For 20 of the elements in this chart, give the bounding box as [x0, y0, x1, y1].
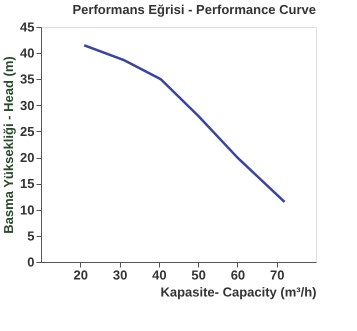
y-tick-label: 45	[20, 20, 34, 34]
x-axis-title: Kapasite- Capacity (m³/h)	[160, 284, 316, 300]
y-tick-label: 35	[20, 72, 34, 87]
y-tick-label: 10	[20, 202, 34, 218]
y-axis-title: Basma Yüksekliği - Head (m)	[1, 56, 16, 234]
x-tick-label: 20	[74, 268, 88, 282]
y-tick-label: 0	[27, 254, 34, 270]
y-tick-label: 25	[20, 124, 34, 139]
x-tick-label: 70	[270, 268, 284, 282]
y-tick-label: 30	[20, 98, 34, 113]
y-tick-label: 5	[27, 228, 34, 244]
y-tick-label: 20	[20, 150, 34, 166]
y-tick-label: 40	[20, 46, 34, 61]
x-tick-label: 40	[152, 268, 167, 282]
chart-title: Performans Eğrisi - Performance Curve	[72, 2, 316, 17]
x-tick-label: 50	[191, 268, 206, 282]
x-tick-label: 60	[230, 268, 246, 282]
x-tick-label: 30	[112, 268, 128, 282]
y-tick-label: 15	[20, 176, 34, 192]
line-series	[82, 44, 286, 204]
